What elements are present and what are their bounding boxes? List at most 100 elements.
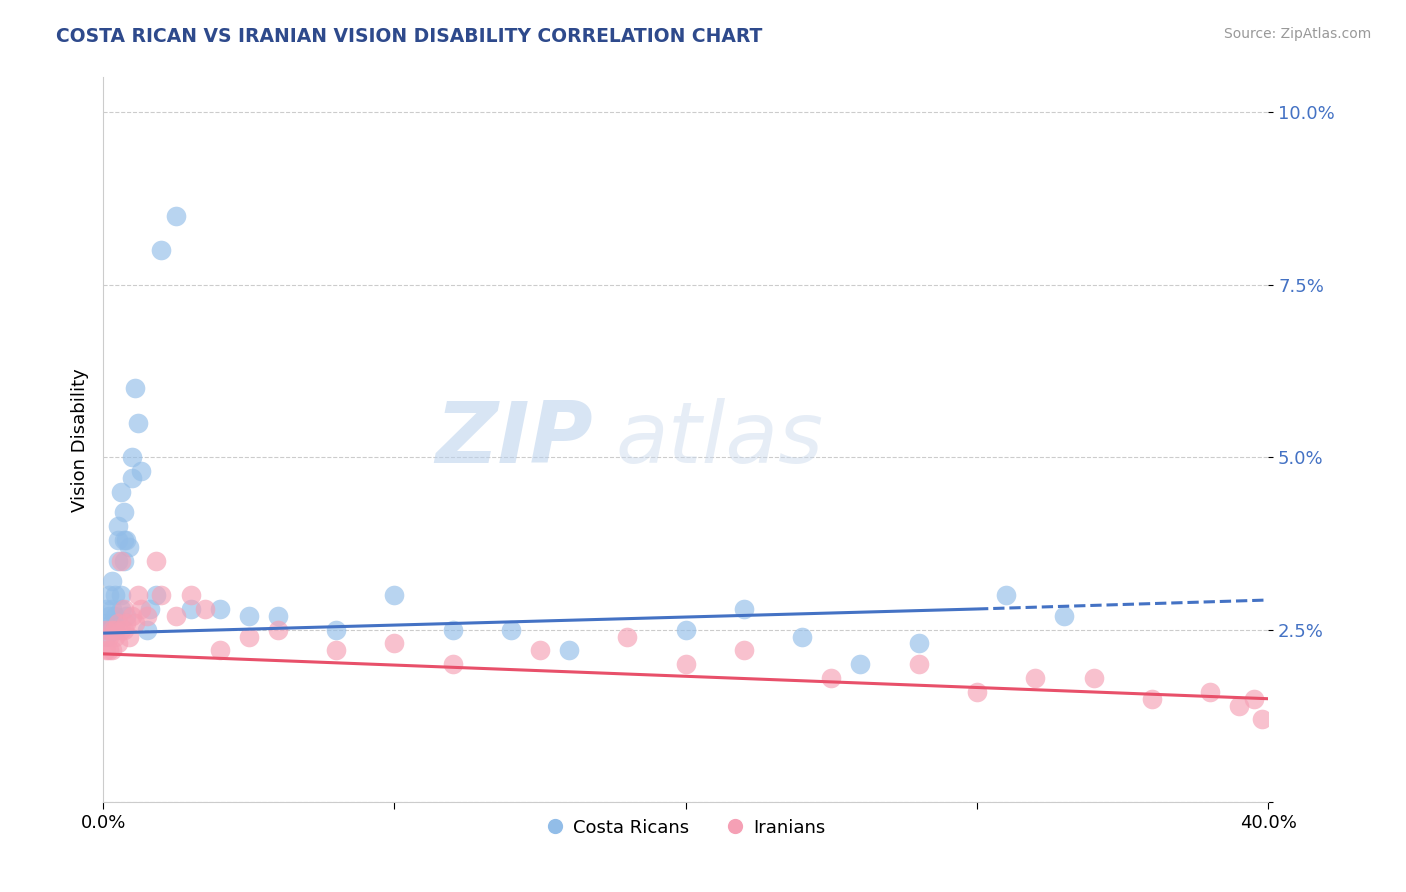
Point (1251, 713, 1274, 727)
Point (101, 623, 124, 637)
Point (94, 643, 117, 657)
Point (1083, 671, 1105, 685)
Point (441, 623, 464, 637)
Point (384, 636, 406, 650)
Point (110, 554, 132, 568)
Point (107, 554, 129, 568)
Point (101, 574, 124, 589)
Point (907, 657, 929, 672)
Point (104, 623, 127, 637)
Point (1140, 691, 1163, 706)
Point (121, 608, 143, 623)
Point (325, 643, 347, 657)
Point (110, 602, 132, 616)
Point (1199, 685, 1222, 699)
Point (97, 630, 120, 644)
Point (101, 615, 124, 630)
Point (107, 615, 129, 630)
Point (129, 464, 152, 478)
Point (138, 602, 160, 616)
Point (112, 623, 135, 637)
Point (267, 608, 290, 623)
Point (733, 602, 755, 616)
Point (208, 643, 231, 657)
Point (121, 450, 143, 464)
Legend: Costa Ricans, Iranians: Costa Ricans, Iranians (538, 812, 832, 844)
Point (97, 588, 120, 602)
Point (849, 657, 872, 672)
Point (145, 554, 167, 568)
Point (127, 416, 149, 430)
Text: ZIP: ZIP (434, 399, 592, 482)
Point (238, 630, 260, 644)
Point (150, 588, 173, 602)
Point (238, 608, 260, 623)
Point (101, 643, 124, 657)
Point (529, 643, 551, 657)
Point (112, 602, 135, 616)
Point (94, 615, 117, 630)
Point (115, 608, 138, 623)
Point (97, 643, 120, 657)
Point (180, 602, 202, 616)
Point (194, 602, 217, 616)
Point (97, 623, 120, 637)
Point (616, 630, 638, 644)
Point (1024, 671, 1046, 685)
Point (675, 623, 697, 637)
Point (966, 685, 988, 699)
Point (165, 209, 187, 223)
Point (107, 519, 129, 533)
Text: atlas: atlas (616, 399, 824, 482)
Point (907, 636, 929, 650)
Point (150, 243, 173, 257)
Point (121, 471, 143, 485)
Point (1053, 608, 1076, 623)
Point (135, 623, 157, 637)
Point (441, 657, 464, 672)
Point (110, 588, 132, 602)
Point (94, 602, 117, 616)
Point (118, 630, 141, 644)
Point (325, 623, 347, 637)
Point (384, 588, 406, 602)
Point (820, 671, 842, 685)
Point (1227, 698, 1250, 713)
Point (499, 623, 522, 637)
Point (107, 533, 129, 547)
Point (558, 643, 581, 657)
Point (675, 657, 697, 672)
Point (104, 588, 127, 602)
Point (115, 615, 138, 630)
Point (1243, 691, 1265, 706)
Point (180, 588, 202, 602)
Point (733, 643, 755, 657)
Point (107, 636, 129, 650)
Text: Source: ZipAtlas.com: Source: ZipAtlas.com (1223, 27, 1371, 41)
Point (995, 588, 1018, 602)
Point (124, 381, 146, 395)
Y-axis label: Vision Disability: Vision Disability (72, 368, 89, 512)
Point (145, 588, 167, 602)
Point (135, 608, 157, 623)
Point (104, 608, 127, 623)
Point (97, 608, 120, 623)
Text: COSTA RICAN VS IRANIAN VISION DISABILITY CORRELATION CHART: COSTA RICAN VS IRANIAN VISION DISABILITY… (56, 27, 762, 45)
Point (104, 623, 127, 637)
Point (115, 533, 138, 547)
Point (94, 623, 117, 637)
Point (792, 630, 814, 644)
Point (94, 630, 117, 644)
Point (124, 615, 146, 630)
Point (101, 602, 124, 616)
Point (112, 505, 135, 519)
Point (208, 602, 231, 616)
Point (165, 608, 187, 623)
Point (110, 623, 132, 637)
Point (118, 540, 141, 554)
Point (267, 623, 290, 637)
Point (129, 602, 152, 616)
Point (112, 554, 135, 568)
Point (104, 630, 127, 644)
Point (112, 533, 135, 547)
